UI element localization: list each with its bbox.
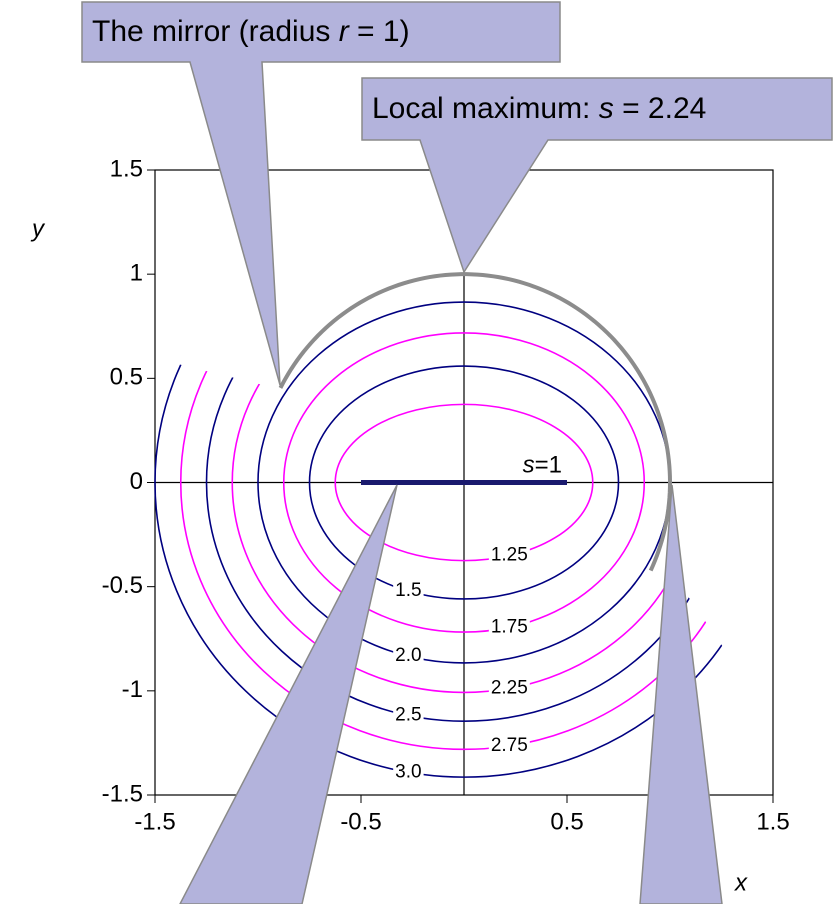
contour-label-bg bbox=[393, 704, 424, 726]
contour bbox=[282, 332, 646, 633]
contour-label-bg bbox=[393, 580, 424, 602]
callout-pointer bbox=[639, 484, 723, 904]
y-tick-label: 1.5 bbox=[110, 155, 143, 182]
contour-label: 3.0 bbox=[395, 761, 421, 782]
contour bbox=[154, 274, 732, 778]
callout-box bbox=[81, 1, 561, 386]
y-tick-label: 1 bbox=[130, 260, 143, 287]
segment-label: s=1 bbox=[523, 452, 562, 479]
x-axis-label: x bbox=[734, 869, 748, 896]
y-tick-label: -1.5 bbox=[102, 780, 143, 807]
contour bbox=[334, 403, 594, 562]
x-tick-label: 1.5 bbox=[756, 808, 789, 835]
contour-label-bg bbox=[488, 677, 530, 699]
callout-pointer bbox=[179, 484, 398, 904]
y-axis-label: y bbox=[30, 215, 46, 242]
contour-label-bg bbox=[488, 734, 530, 756]
maximum-callout: Local maximum: s = 2.24 bbox=[372, 92, 706, 125]
contour-label-bg bbox=[488, 544, 530, 566]
y-tick-label: 0.5 bbox=[110, 364, 143, 391]
y-tick-label: 0 bbox=[130, 468, 143, 495]
plot: -1.5 -0.5 0.5 1.5 -1.5 -1 -0.5 0 0.5 1 1.5 x y 1.25 1.… bbox=[30, 155, 790, 896]
contour-label: 2.25 bbox=[491, 677, 528, 698]
contour bbox=[308, 365, 620, 600]
contour-label-bg bbox=[393, 645, 424, 667]
contour-label: 1.25 bbox=[491, 545, 528, 566]
y-tick-label: -0.5 bbox=[102, 572, 143, 599]
x-tick-label: -1.5 bbox=[134, 808, 175, 835]
y-tick-label: -1 bbox=[122, 676, 143, 703]
callout-box bbox=[361, 77, 833, 274]
contour-label: 2.5 bbox=[395, 705, 421, 726]
callouts: The mirror (radius r = 1) Local maximum:… bbox=[81, 1, 833, 904]
contour-label: 1.75 bbox=[491, 616, 528, 637]
x-tick-label: 0.5 bbox=[550, 808, 583, 835]
contour-label-bg bbox=[393, 761, 424, 783]
contour-label: 2.75 bbox=[491, 735, 528, 756]
contour-label-bg bbox=[488, 616, 530, 638]
mirror bbox=[278, 272, 672, 572]
contour bbox=[179, 274, 732, 751]
contour-label: 2.0 bbox=[395, 645, 421, 666]
x-tick-label: -0.5 bbox=[340, 808, 381, 835]
contour-label: 1.5 bbox=[395, 580, 421, 601]
mirror-callout: The mirror (radius r = 1) bbox=[92, 15, 410, 48]
